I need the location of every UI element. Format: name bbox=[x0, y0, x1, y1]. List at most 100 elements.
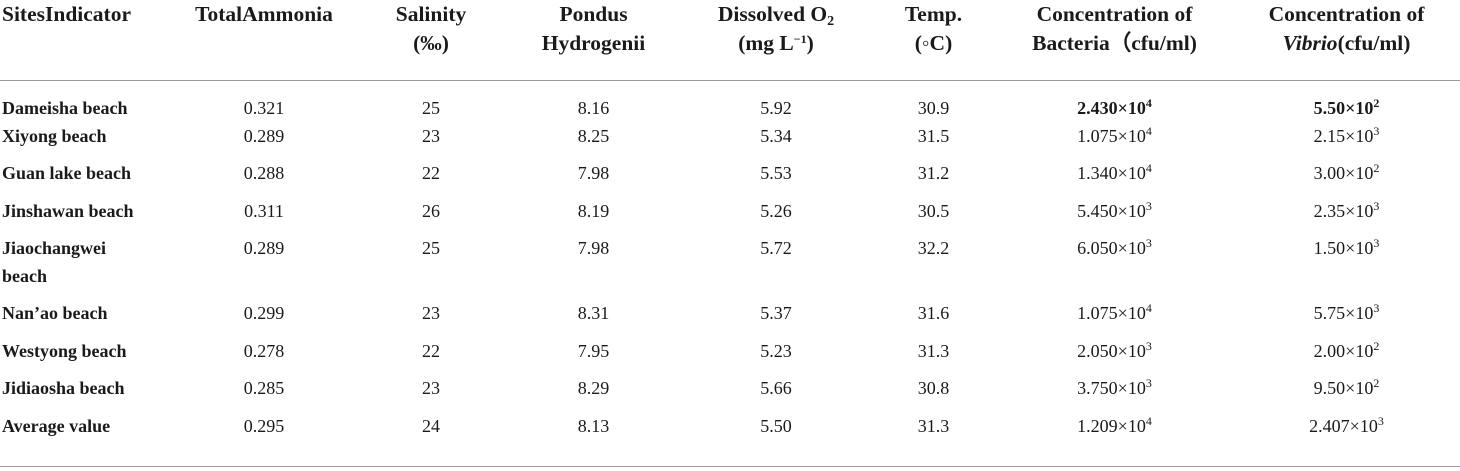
bacteria-mantissa: 5.450×10 bbox=[1077, 200, 1146, 221]
ph-value: 8.29 bbox=[577, 378, 610, 398]
header-salinity-line1: Salinity bbox=[395, 2, 467, 26]
table-row: Guan lake beach 0.288 22 7.98 5.53 31.2 … bbox=[0, 159, 1460, 197]
ph-value: 7.95 bbox=[577, 340, 610, 361]
header-dissolved-oxygen: Dissolved O2 (mg L−1) bbox=[681, 0, 871, 80]
vibrio-exponent: 2 bbox=[1373, 161, 1380, 175]
site-name-line2: beach bbox=[2, 266, 47, 286]
temp-value: 31.3 bbox=[917, 415, 950, 436]
vibrio-value: 3.00×102 bbox=[1233, 159, 1460, 197]
vibrio-exponent: 2 bbox=[1373, 338, 1380, 353]
ph-value: 8.31 bbox=[577, 303, 610, 323]
vibrio-mantissa: 5.50×10 bbox=[1313, 97, 1374, 118]
do-value: 5.34 bbox=[760, 125, 792, 146]
ph-value: 7.98 bbox=[577, 238, 610, 258]
vibrio-exponent: 3 bbox=[1373, 198, 1380, 213]
table-row: Dameisha beach 0.321 25 8.16 5.92 30.9 2… bbox=[0, 80, 1460, 122]
vibrio-mantissa: 3.00×10 bbox=[1313, 163, 1374, 183]
header-temperature: Temp. (◦C) bbox=[871, 0, 996, 80]
ammonia-value: 0.311 bbox=[244, 200, 284, 221]
ph-value: 8.13 bbox=[577, 415, 610, 436]
bacteria-exponent: 4 bbox=[1145, 95, 1152, 110]
ammonia-value: 0.289 bbox=[243, 125, 285, 146]
vibrio-mantissa: 1.50×10 bbox=[1313, 238, 1374, 258]
temp-value: 30.9 bbox=[917, 97, 950, 118]
salinity-value: 25 bbox=[422, 97, 440, 118]
header-bacteria-concentration: Concentration of Bacteria（cfu/ml) bbox=[996, 0, 1233, 80]
header-ph: Pondus Hydrogenii bbox=[506, 0, 681, 80]
header-do-unit: (mg L bbox=[738, 31, 794, 55]
table-row: Jinshawan beach 0.311 26 8.19 5.26 30.5 … bbox=[0, 197, 1460, 235]
bacteria-mantissa: 2.430×10 bbox=[1077, 97, 1146, 118]
temp-value: 31.6 bbox=[917, 303, 950, 323]
header-vibrio-line1: Concentration of bbox=[1268, 2, 1425, 26]
bacteria-value: 1.075×104 bbox=[996, 122, 1233, 160]
vibrio-mantissa: 2.35×10 bbox=[1313, 200, 1374, 221]
bacteria-value: 5.450×103 bbox=[996, 197, 1233, 235]
header-ph-line1: Pondus bbox=[559, 2, 628, 26]
header-vibrio-italic: Vibrio bbox=[1282, 31, 1338, 55]
bacteria-exponent: 4 bbox=[1145, 413, 1152, 428]
header-total-ammonia: TotalAmmonia bbox=[172, 0, 356, 80]
bacteria-value: 1.075×104 bbox=[996, 299, 1233, 337]
ph-value: 7.98 bbox=[577, 163, 610, 183]
temp-value: 31.5 bbox=[917, 125, 950, 146]
header-temp-line2: (◦C) bbox=[914, 31, 953, 55]
ammonia-value: 0.295 bbox=[243, 415, 285, 436]
site-name: Dameisha beach bbox=[2, 97, 128, 118]
bacteria-value: 6.050×103 bbox=[996, 234, 1233, 299]
header-do-unit-close: ) bbox=[806, 31, 814, 55]
salinity-value: 26 bbox=[422, 200, 440, 221]
header-do-subscript: 2 bbox=[827, 14, 835, 29]
header-bacteria-line2: Bacteria（cfu/ml) bbox=[1032, 31, 1197, 55]
do-value: 5.26 bbox=[760, 200, 792, 221]
do-value: 5.37 bbox=[760, 303, 792, 323]
site-name-line1: Jiaochangwei bbox=[2, 238, 107, 258]
salinity-value: 22 bbox=[422, 163, 440, 183]
vibrio-exponent: 2 bbox=[1373, 95, 1380, 110]
salinity-value: 23 bbox=[422, 303, 440, 323]
table-bottom-rule bbox=[0, 466, 1460, 467]
site-name: Jinshawan beach bbox=[2, 200, 134, 221]
salinity-value: 24 bbox=[422, 415, 440, 436]
header-ph-line2: Hydrogenii bbox=[541, 31, 646, 55]
vibrio-mantissa: 2.00×10 bbox=[1313, 340, 1374, 361]
table-row: Westyong beach 0.278 22 7.95 5.23 31.3 2… bbox=[0, 337, 1460, 375]
bacteria-mantissa: 1.209×10 bbox=[1077, 415, 1146, 436]
table-row: Jiaochangwei beach 0.289 25 7.98 5.72 32.… bbox=[0, 234, 1460, 299]
do-value: 5.66 bbox=[760, 378, 792, 398]
do-value: 5.72 bbox=[760, 238, 792, 258]
do-value: 5.50 bbox=[760, 415, 792, 436]
site-name: Average value bbox=[2, 415, 111, 436]
vibrio-exponent: 3 bbox=[1377, 413, 1384, 428]
vibrio-value: 2.35×103 bbox=[1233, 197, 1460, 235]
header-sites-indicator: SitesIndicator bbox=[0, 0, 172, 80]
bacteria-mantissa: 2.050×10 bbox=[1077, 340, 1146, 361]
salinity-value: 25 bbox=[422, 238, 440, 258]
site-name: Guan lake beach bbox=[2, 163, 132, 183]
ph-value: 8.16 bbox=[577, 97, 610, 118]
site-name: Jidiaosha beach bbox=[2, 378, 125, 398]
table-row: Nan’ao beach 0.299 23 8.31 5.37 31.6 1.0… bbox=[0, 299, 1460, 337]
vibrio-value: 5.50×102 bbox=[1233, 80, 1460, 122]
bacteria-exponent: 3 bbox=[1145, 376, 1152, 390]
header-do-superscript: −1 bbox=[793, 32, 807, 46]
table-header: SitesIndicator TotalAmmonia Salinity (‰) … bbox=[0, 0, 1460, 80]
ammonia-value: 0.321 bbox=[243, 97, 285, 118]
ammonia-value: 0.278 bbox=[243, 340, 285, 361]
temp-value: 30.8 bbox=[917, 378, 950, 398]
header-temp-line1: Temp. bbox=[904, 2, 963, 26]
ammonia-value: 0.289 bbox=[243, 238, 285, 258]
bacteria-value: 2.050×103 bbox=[996, 337, 1233, 375]
do-value: 5.92 bbox=[760, 97, 792, 118]
table-row: Xiyong beach 0.289 23 8.25 5.34 31.5 1.0… bbox=[0, 122, 1460, 160]
vibrio-mantissa: 2.15×10 bbox=[1313, 125, 1374, 146]
vibrio-value: 2.00×102 bbox=[1233, 337, 1460, 375]
temp-value: 32.2 bbox=[917, 238, 950, 258]
ph-value: 8.19 bbox=[577, 200, 610, 221]
vibrio-mantissa: 2.407×10 bbox=[1309, 415, 1378, 436]
vibrio-value: 1.50×103 bbox=[1233, 234, 1460, 299]
bacteria-mantissa: 6.050×10 bbox=[1077, 238, 1146, 258]
temp-value: 30.5 bbox=[917, 200, 950, 221]
salinity-value: 22 bbox=[422, 340, 440, 361]
